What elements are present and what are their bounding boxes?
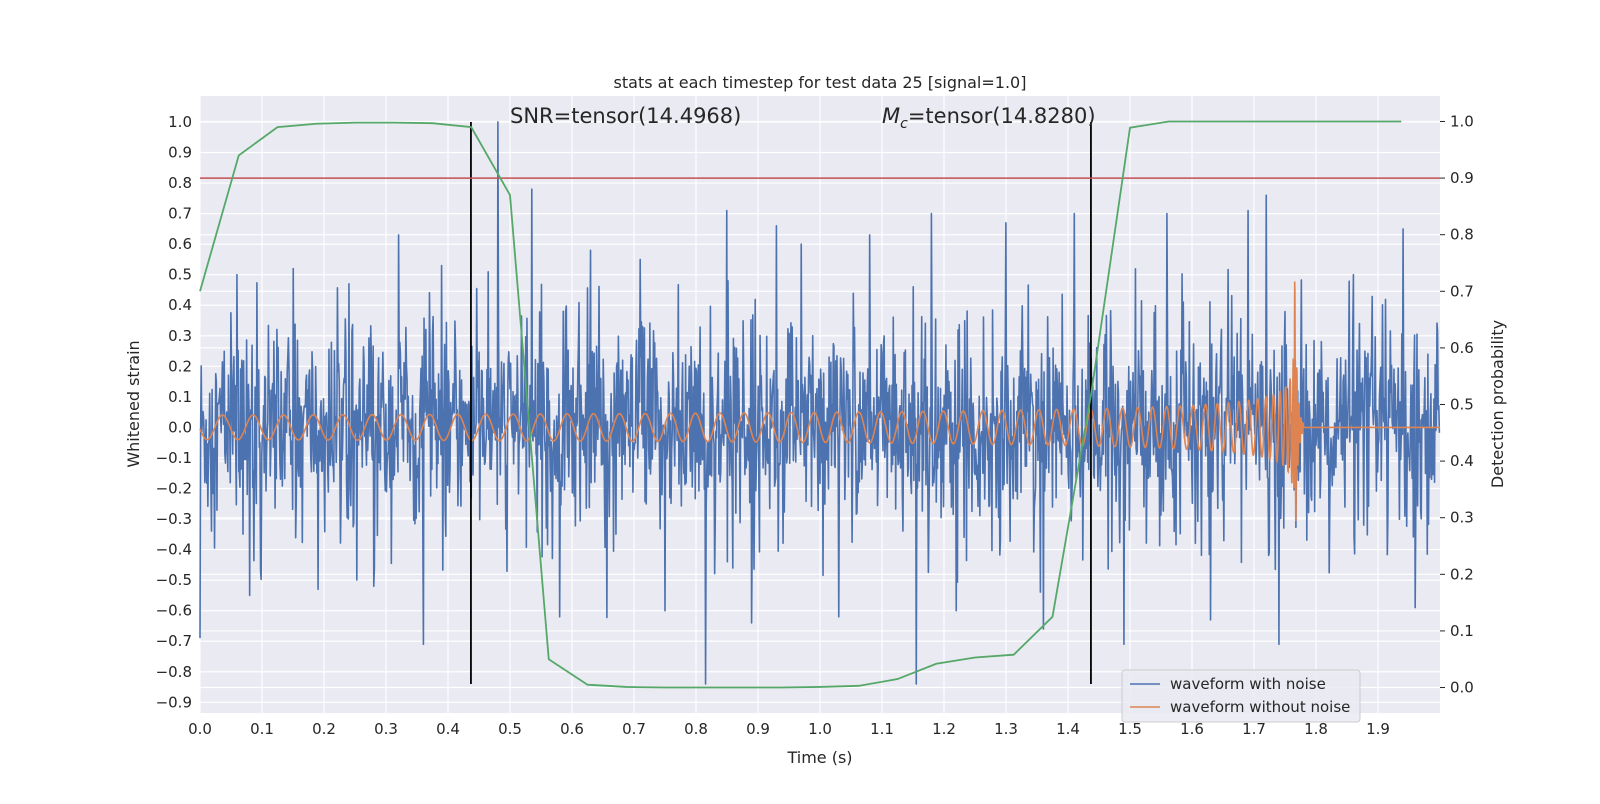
- x-tick-label: 0.9: [746, 720, 770, 738]
- x-tick-label: 0.8: [684, 720, 708, 738]
- chirp-mass-subscript: c: [900, 116, 908, 132]
- y2-tick-label: 1.0: [1450, 112, 1474, 130]
- x-tick-label: 0.4: [436, 720, 460, 738]
- y-tick-label: 0.0: [168, 418, 192, 436]
- y2-tick-label: 0.7: [1450, 282, 1474, 300]
- legend-label-clean: waveform without noise: [1170, 698, 1350, 716]
- x-tick-label: 0.2: [312, 720, 336, 738]
- x-tick-label: 0.6: [560, 720, 584, 738]
- y2-tick-label: 0.4: [1450, 452, 1474, 470]
- y-tick-label: −0.1: [156, 449, 192, 467]
- x-tick-label: 0.5: [498, 720, 522, 738]
- y-tick-label: −0.5: [156, 571, 192, 589]
- y-tick-label: −0.3: [156, 510, 192, 528]
- chirp-mass-value: =tensor(14.8280): [908, 104, 1096, 128]
- y-tick-label: 0.6: [168, 235, 192, 253]
- y-tick-label: −0.4: [156, 541, 192, 559]
- x-tick-label: 1.3: [994, 720, 1018, 738]
- y2-tick-label: 0.0: [1450, 679, 1474, 697]
- legend: waveform with noise waveform without noi…: [1121, 669, 1361, 723]
- series-detection-probability: [199, 120, 1402, 689]
- y-tick-label: 0.7: [168, 205, 192, 223]
- reference-lines: [200, 121, 1440, 684]
- x-axis-label: Time (s): [786, 748, 852, 767]
- y2-tick-label: 0.3: [1450, 509, 1474, 527]
- y2-tick-label: 0.2: [1450, 565, 1474, 583]
- y2-axis-label: Detection probability: [1488, 320, 1507, 488]
- x-tick-label: 0.7: [622, 720, 646, 738]
- y-tick-label: −0.2: [156, 479, 192, 497]
- legend-box: [1121, 669, 1361, 723]
- x-tick-label: 0.0: [188, 720, 212, 738]
- series-waveform-without-noise: [199, 281, 1440, 521]
- y2-tick-label: 0.8: [1450, 226, 1474, 244]
- x-axis-ticks: 0.0 0.1 0.2 0.3 0.4 0.5 0.6 0.7 0.8 0.9 1.0 1.1 1.2 1…: [188, 720, 1390, 738]
- x-tick-label: 1.4: [1056, 720, 1080, 738]
- y2-tick-label: 0.9: [1450, 169, 1474, 187]
- chirp-mass-symbol: M: [882, 104, 900, 128]
- y-tick-label: 0.5: [168, 266, 192, 284]
- y-tick-label: 0.1: [168, 388, 192, 406]
- x-tick-label: 1.5: [1118, 720, 1142, 738]
- series-waveform-with-noise: [199, 121, 1441, 685]
- x-tick-label: 1.6: [1180, 720, 1204, 738]
- y-tick-label: 0.2: [168, 357, 192, 375]
- x-tick-label: 1.8: [1304, 720, 1328, 738]
- x-tick-label: 1.2: [932, 720, 956, 738]
- chirp-mass-annotation: Mc=tensor(14.8280): [882, 104, 1096, 132]
- chart-title: stats at each timestep for test data 25 …: [614, 73, 1027, 92]
- x-tick-label: 1.7: [1242, 720, 1266, 738]
- y-tick-label: 0.9: [168, 144, 192, 162]
- legend-label-noise: waveform with noise: [1170, 675, 1326, 693]
- y-tick-label: 1.0: [168, 113, 192, 131]
- noise-line: [199, 121, 1441, 685]
- y-axis-ticks: −0.9 −0.8 −0.7 −0.6 −0.5 −0.4 −0.3 −0.2 −0.1 0.0 0…: [156, 113, 192, 711]
- y-tick-label: 0.3: [168, 327, 192, 345]
- y-tick-label: −0.6: [156, 602, 192, 620]
- y-tick-label: 0.4: [168, 296, 192, 314]
- x-tick-label: 1.9: [1366, 720, 1390, 738]
- probability-line: [199, 120, 1402, 689]
- y-tick-label: −0.8: [156, 663, 192, 681]
- y2-axis-ticks: 0.0 0.1 0.2 0.3 0.4 0.5 0.6 0.7 0.8 0.9 1.0: [1440, 112, 1474, 697]
- x-tick-label: 0.3: [374, 720, 398, 738]
- y-tick-label: −0.7: [156, 632, 192, 650]
- snr-annotation: SNR=tensor(14.4968): [510, 104, 741, 128]
- y-axis-label: Whitened strain: [124, 340, 143, 467]
- x-tick-label: 1.0: [808, 720, 832, 738]
- y2-tick-label: 0.6: [1450, 339, 1474, 357]
- chirp-line: [199, 281, 1440, 521]
- x-tick-label: 1.1: [870, 720, 894, 738]
- y-tick-label: 0.8: [168, 174, 192, 192]
- x-tick-label: 0.1: [250, 720, 274, 738]
- y-tick-label: −0.9: [156, 693, 192, 711]
- y2-tick-label: 0.5: [1450, 396, 1474, 414]
- y2-tick-label: 0.1: [1450, 622, 1474, 640]
